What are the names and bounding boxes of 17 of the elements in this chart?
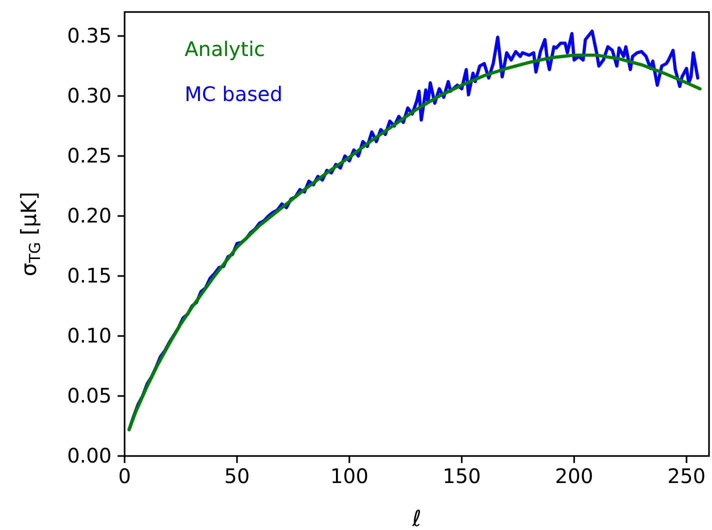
y-tick-label: 0.00 [67,443,112,468]
y-tick-label: 0.35 [67,23,112,48]
x-axis-title: ℓ [411,507,422,530]
y-tick-label: 0.30 [67,83,112,108]
y-tick-label: 0.05 [67,383,112,408]
text: MC based [184,82,283,106]
x-tick-label: 0 [118,464,131,488]
text: Analytic [184,37,266,61]
x-tick-label: 100 [330,464,368,488]
y-tick-label: 0.20 [67,203,112,228]
x-tick-label: 250 [667,464,706,488]
y-tick-label: 0.25 [67,143,112,168]
y-tick-label: 0.10 [67,323,112,348]
x-tick-label: 200 [555,464,594,488]
x-tick-label: 50 [224,464,250,488]
x-tick-label: 150 [442,464,481,488]
y-tick-label: 0.15 [67,263,112,288]
